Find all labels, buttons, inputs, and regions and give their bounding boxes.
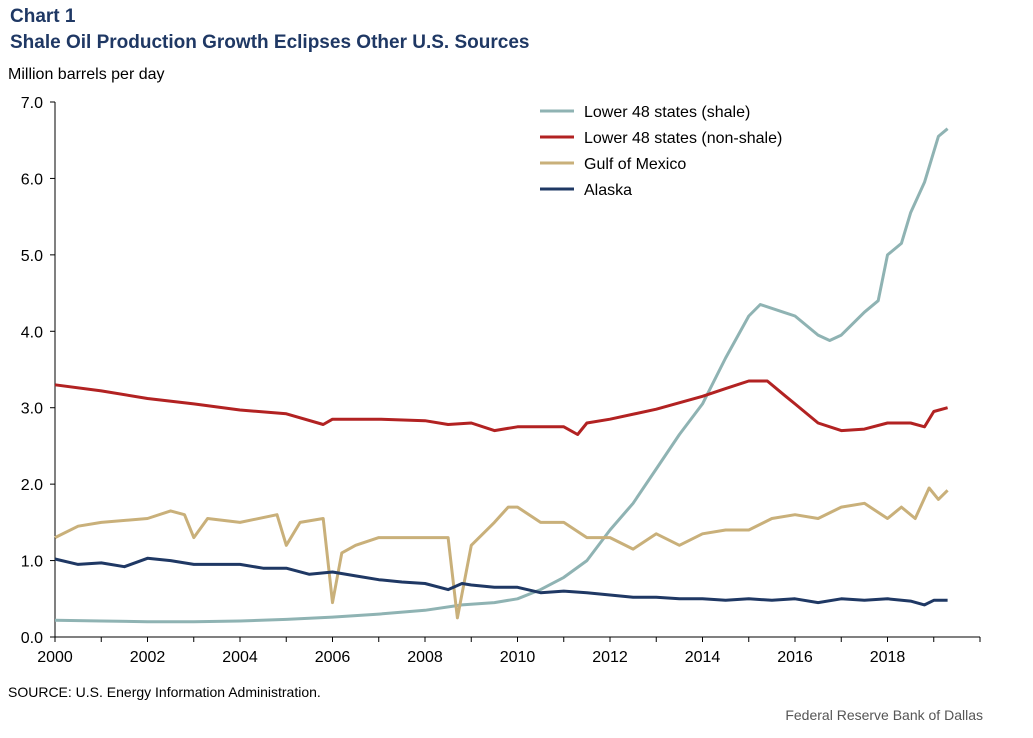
y-tick-label: 7.0 [21, 95, 43, 112]
x-tick-label: 2010 [500, 649, 536, 666]
x-tick-label: 2000 [37, 649, 73, 666]
series-line-0 [54, 127, 949, 624]
y-tick-label: 1.0 [21, 554, 43, 571]
x-tick-label: 2002 [130, 649, 166, 666]
x-tick-label: 2008 [407, 649, 443, 666]
x-tick-label: 2006 [315, 649, 351, 666]
credit-note: Federal Reserve Bank of Dallas [785, 707, 983, 723]
y-tick-label: 0.0 [21, 630, 43, 647]
series-line-3 [54, 556, 948, 607]
y-axis-unit-label: Million barrels per day [8, 66, 165, 83]
x-tick-label: 2004 [222, 649, 258, 666]
legend-label-3: Alaska [584, 182, 632, 199]
source-note: SOURCE: U.S. Energy Information Administ… [8, 684, 321, 700]
y-tick-label: 5.0 [21, 248, 43, 265]
x-tick-label: 2014 [685, 649, 721, 666]
series-line-2 [54, 486, 949, 620]
x-tick-label: 2016 [777, 649, 813, 666]
y-tick-label: 3.0 [21, 401, 43, 418]
x-tick-label: 2018 [870, 649, 906, 666]
chart-label: Chart 1 [10, 6, 76, 27]
y-tick-label: 2.0 [21, 477, 43, 494]
y-tick-label: 6.0 [21, 171, 43, 188]
x-tick-label: 2012 [592, 649, 628, 666]
legend-label-1: Lower 48 states (non-shale) [584, 130, 782, 147]
chart-title: Shale Oil Production Growth Eclipses Oth… [10, 32, 530, 53]
legend-label-0: Lower 48 states (shale) [584, 104, 750, 121]
y-tick-label: 4.0 [21, 324, 43, 341]
legend-label-2: Gulf of Mexico [584, 156, 686, 173]
series-line-1 [54, 379, 948, 436]
